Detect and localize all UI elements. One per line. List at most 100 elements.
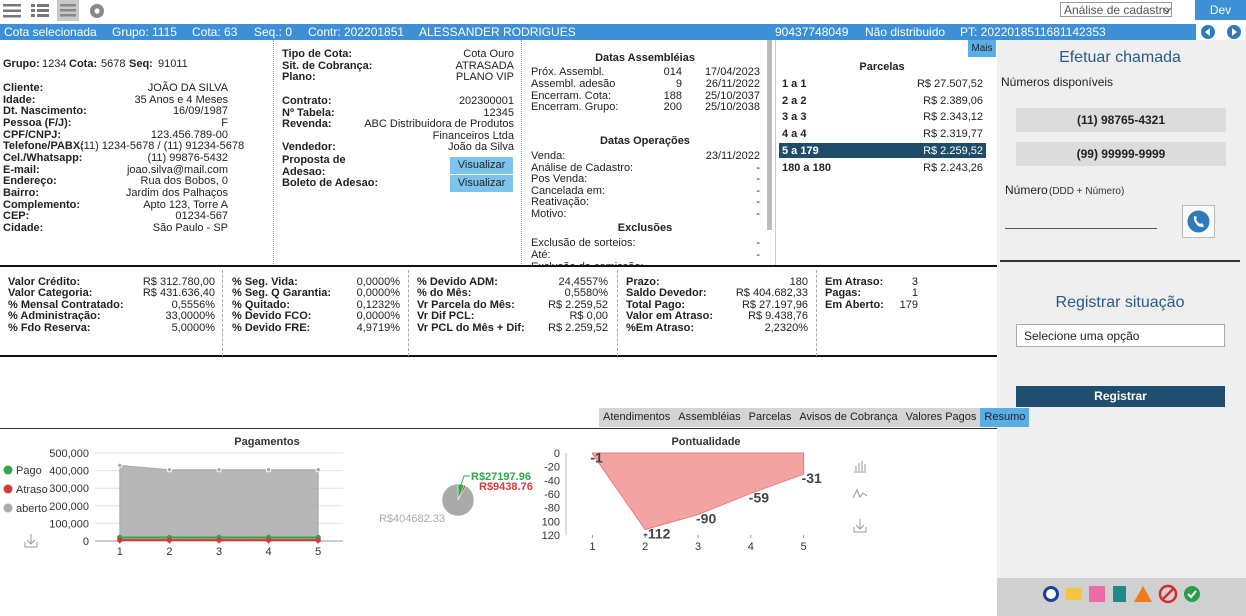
field-label: Pessoa (F/J): [3, 116, 72, 129]
field-value: R$ 27.197,96 [741, 298, 808, 311]
field-label: Proposta de Adesao: [282, 154, 346, 178]
number-button[interactable]: (11) 98765-4321 [1016, 108, 1226, 132]
field-value: PLANO VIP [455, 71, 514, 83]
field-value: 202300001 [458, 95, 514, 107]
parcela-value: R$ 2.243,26 [923, 161, 983, 174]
view-button[interactable]: Visualizar [450, 175, 513, 192]
legend-marker [3, 484, 13, 494]
field-label: Em Atraso: [825, 276, 884, 288]
field-value: 35 Anos e 4 Meses [134, 93, 228, 106]
parcela-value: R$ 2.343,12 [923, 111, 983, 124]
scrollbar[interactable] [767, 40, 772, 230]
field-value: 24,4557% [558, 276, 608, 288]
field-value: 0,0000% [356, 287, 400, 300]
field-value: - [756, 237, 760, 249]
x-tick-label: 4 [266, 546, 272, 558]
field-value: 17/04/2023 [704, 66, 760, 78]
charts: Pagamentos 0 100,000 200,000 300,000 400,000 5… [3, 436, 868, 558]
tab[interactable]: Avisos de Cobrança [799, 411, 898, 423]
field-label: Pagas: [825, 287, 862, 300]
field-label: Assembl. adesão [531, 77, 616, 90]
header-field: Não distribuido [865, 25, 946, 39]
x-tick-label: 5 [801, 541, 807, 553]
divider [0, 265, 997, 267]
section-title: Parcelas [859, 61, 905, 73]
field-value: 16/09/1987 [172, 105, 228, 118]
field-value: 0,1232% [356, 298, 400, 311]
field-label: Exclusão de sorteios: [531, 237, 636, 249]
download-icon[interactable] [853, 519, 867, 533]
field-label: Tipo de Cota: [282, 48, 353, 60]
field-label: Valor em Atraso: [626, 310, 714, 323]
tab[interactable]: Valores Pagos [905, 411, 977, 423]
y-tick-label: 120 [542, 530, 560, 542]
panel-label: Número [1005, 183, 1048, 197]
field-value: R$ 404.682,33 [735, 287, 808, 300]
action-icons[interactable] [1040, 583, 1210, 605]
field-label: Pos Venda: [531, 173, 588, 186]
field-value: R$ 2.259,52 [548, 298, 608, 311]
leader-line [460, 475, 470, 486]
pie-slice [441, 483, 475, 517]
parcela-range[interactable]: 3 a 3 [782, 111, 807, 124]
situation-select[interactable]: Selecione uma opção [1016, 324, 1225, 347]
nav-arrows[interactable] [1198, 24, 1246, 40]
divider [408, 270, 409, 356]
data-label: -31 [802, 470, 822, 486]
parcela-range[interactable]: 4 a 4 [782, 128, 807, 141]
field-label: Vr Dif PCL: [417, 310, 475, 323]
field-value: 25/10/2038 [704, 101, 760, 114]
field-label: % Seg. Q Garantia: [232, 287, 332, 300]
tab[interactable]: Atendimentos [603, 411, 671, 423]
field-value: - [756, 173, 760, 186]
section-title: Datas Operações [600, 135, 690, 147]
header-field: Cota: 63 [192, 25, 238, 39]
point [315, 467, 321, 473]
view-button[interactable]: Visualizar [450, 157, 513, 174]
parcela-range[interactable]: 1 a 1 [782, 78, 807, 90]
submit-button[interactable]: Registrar [1016, 386, 1225, 407]
field-label: Bairro: [3, 186, 40, 199]
chart-bar-icon[interactable] [854, 461, 866, 473]
more-button[interactable]: Mais [968, 40, 996, 57]
toolbar-icons[interactable] [0, 0, 112, 22]
field-value: joao.silva@mail.com [126, 163, 228, 176]
field-value: 25/10/2037 [704, 89, 760, 102]
point [315, 537, 321, 543]
field-value: 1234 [42, 58, 67, 70]
panel-separator [1000, 260, 1240, 262]
field-label: Prazo: [626, 276, 660, 288]
number-input[interactable] [1005, 228, 1157, 229]
data-label: -1 [590, 450, 603, 466]
tab[interactable]: Assembléias [678, 411, 741, 423]
number-button[interactable]: (99) 99999-9999 [1016, 142, 1226, 166]
point [117, 537, 123, 543]
field-label: Dt. Nascimento: [3, 105, 87, 118]
field-label: Complemento: [3, 198, 80, 211]
field-label: E-mail: [3, 163, 40, 176]
parcela-range[interactable]: 2 a 2 [782, 94, 807, 107]
field-value: - [756, 184, 760, 197]
chart-title: Pontualidade [671, 436, 740, 448]
field-label: % Seg. Vida: [232, 276, 298, 288]
data-label: -59 [749, 489, 769, 505]
field-value: - [756, 196, 760, 209]
env-button[interactable]: Dev [1195, 0, 1246, 20]
field-label: Motivo: [531, 208, 567, 220]
select-chevron [1162, 7, 1172, 13]
tab[interactable]: Resumo [980, 408, 1030, 427]
divider [775, 40, 776, 266]
chart-line-icon[interactable] [852, 488, 868, 499]
field-value: 0,5580% [564, 287, 608, 300]
y-tick-label: 100,000 [49, 518, 89, 530]
download-icon[interactable] [24, 534, 38, 548]
header-field: Grupo: 1115 [112, 25, 177, 39]
call-button[interactable] [1182, 205, 1216, 239]
parcela-range[interactable]: 5 a 179 [782, 144, 819, 157]
view-select[interactable]: Análise de cadastro [1060, 2, 1172, 17]
y-tick-label: -20 [544, 462, 560, 474]
parcela-range[interactable]: 180 a 180 [782, 161, 831, 174]
tab[interactable]: Parcelas [748, 411, 792, 423]
field-value: - [756, 248, 760, 261]
